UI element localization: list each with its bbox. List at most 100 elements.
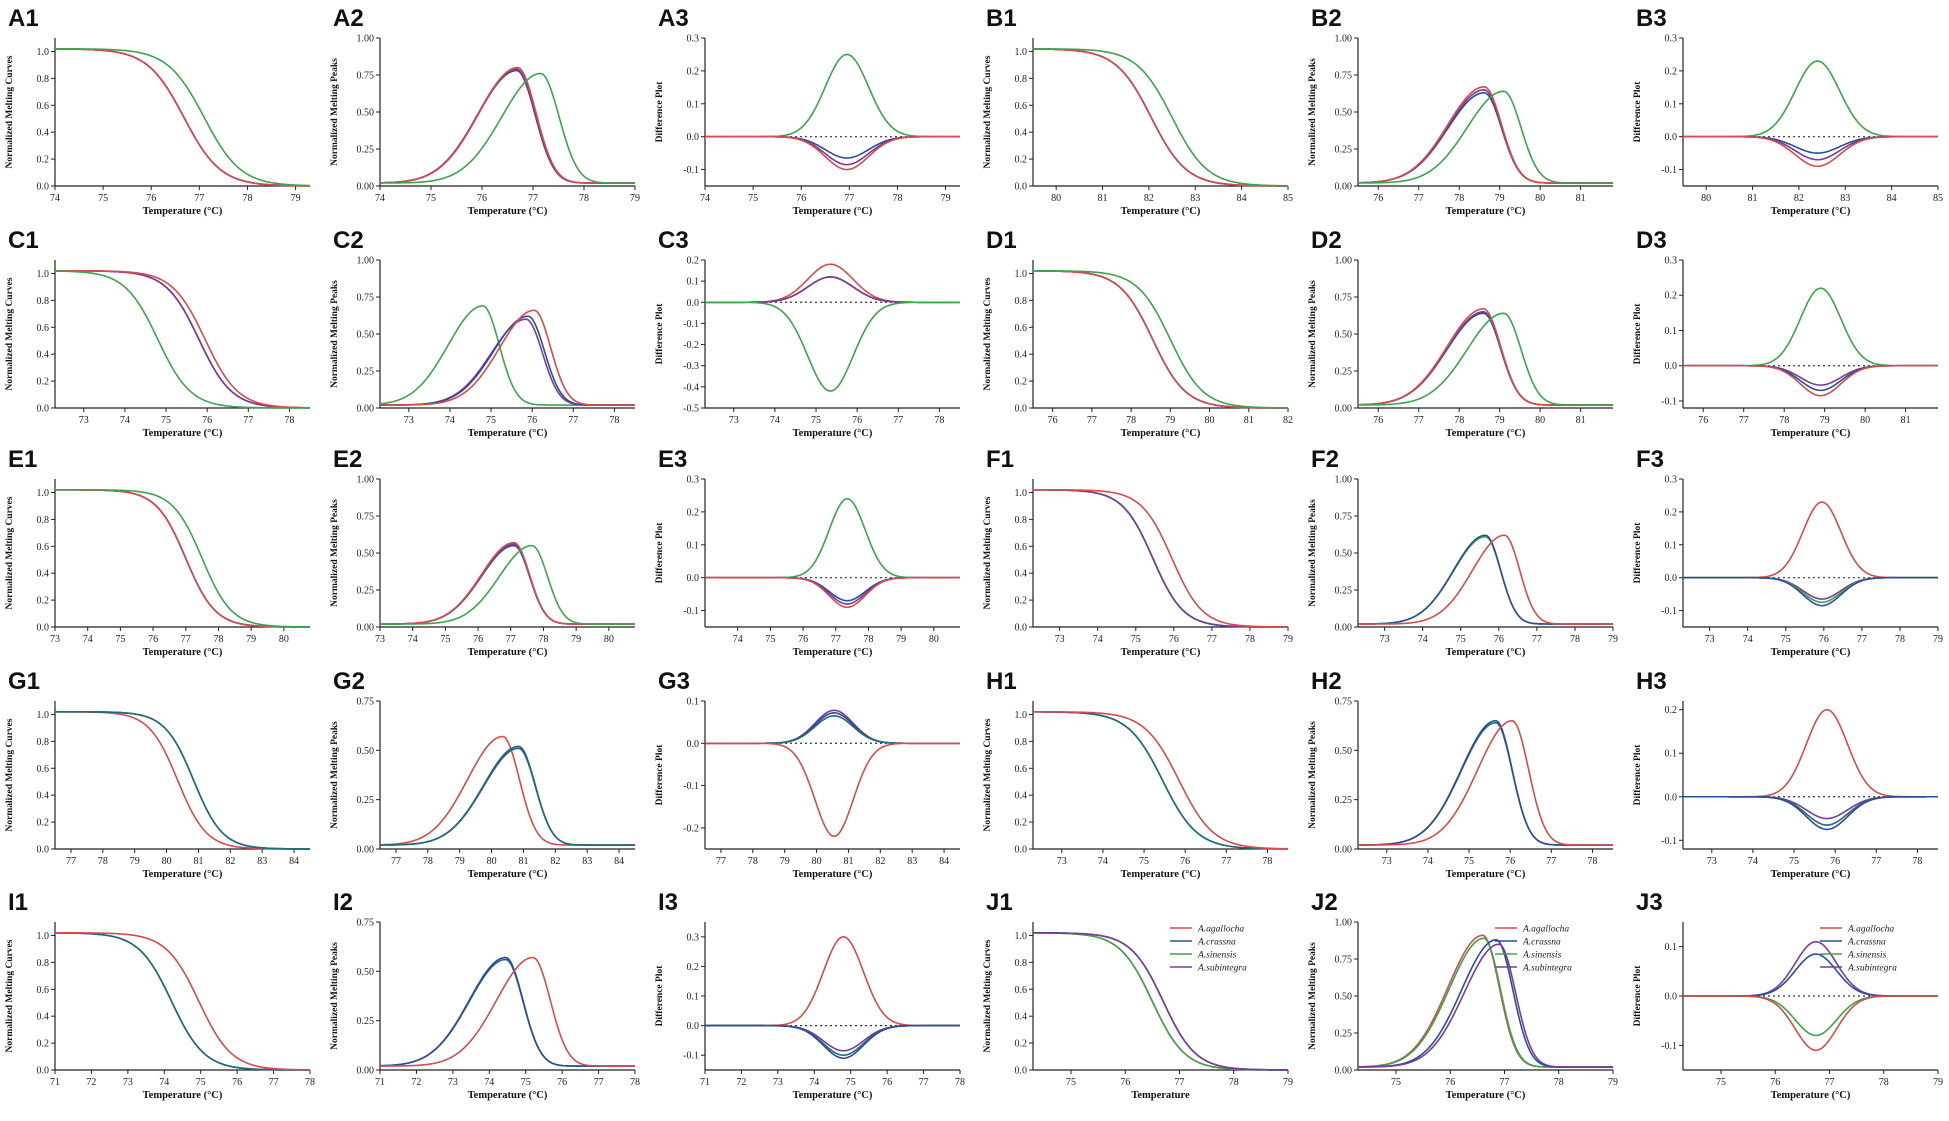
series-line-subintegra <box>1357 943 1613 1068</box>
y-tick-label: 1.0 <box>37 931 50 942</box>
series-line-crassna <box>705 276 960 304</box>
x-axis-label: Temperature (°C) <box>143 647 223 658</box>
series-line-subintegra <box>1032 270 1288 409</box>
y-tick-label: 0.3 <box>1665 34 1678 45</box>
x-tick-label: 77 <box>1221 856 1231 867</box>
legend-label-subintegra: A.subintegra <box>1197 964 1247 974</box>
y-tick-label: 0.00 <box>1335 182 1353 193</box>
series-line-agallocha <box>1683 995 1938 1052</box>
y-tick-label: 0.0 <box>1015 404 1028 415</box>
series-line-crassna <box>1357 91 1613 184</box>
y-tick-label: 0.75 <box>357 697 375 708</box>
y-axis-label: Normalized Melting Peaks <box>1308 58 1318 166</box>
panel-e1: E1 73 74 75 76 77 78 79 80 0.0 0.2 0.4 0.6 0.8 1.0 Temp… <box>5 446 311 658</box>
panel-h1: H1 73 74 75 76 77 78 0.0 0.2 0.4 0.6 0.8 1.0 Temperat… <box>983 668 1289 880</box>
y-tick-label: 0.8 <box>1015 296 1028 307</box>
y-tick-label: 0.3 <box>1665 475 1678 486</box>
series-line-agallocha <box>54 931 311 1071</box>
x-tick-label: 84 <box>289 856 299 867</box>
y-tick-label: -0.1 <box>1661 396 1677 407</box>
y-tick-label: 1.0 <box>1015 931 1028 942</box>
x-tick-label: 79 <box>571 634 581 645</box>
y-axis-label: Difference Plot <box>1633 522 1643 584</box>
x-tick-label: 79 <box>1165 415 1175 426</box>
y-tick-label: 1.00 <box>357 475 375 486</box>
x-tick-label: 79 <box>455 856 465 867</box>
series-line-sinensis <box>1683 995 1938 1037</box>
y-tick-label: 0.00 <box>357 623 375 634</box>
series-line-subintegra <box>379 68 635 184</box>
panel-label: C2 <box>333 227 364 254</box>
series-line-sinensis <box>1033 270 1289 409</box>
panel-c1: C1 73 74 75 76 77 78 0.0 0.2 0.4 0.6 0.8 1.0 Temperat… <box>5 227 311 439</box>
y-tick-label: 0.6 <box>37 323 50 334</box>
x-tick-label: 74 <box>445 415 455 426</box>
y-tick-label: 0.3 <box>687 34 700 45</box>
series-line-sinensis <box>705 301 960 392</box>
x-axis-label: Temperature (°C) <box>1446 206 1526 217</box>
x-tick-label: 84 <box>1887 193 1897 204</box>
y-tick-label: 0.1 <box>1665 99 1678 110</box>
x-tick-label: 79 <box>1495 415 1505 426</box>
y-tick-label: 1.0 <box>1015 710 1028 721</box>
x-tick-label: 76 <box>527 415 537 426</box>
y-axis-label: Difference Plot <box>655 744 665 806</box>
y-tick-label: 0.00 <box>1335 404 1353 415</box>
x-tick-label: 73 <box>404 415 414 426</box>
x-tick-label: 79 <box>246 634 256 645</box>
y-tick-label: 0.75 <box>1335 512 1353 523</box>
panel-label: D2 <box>1311 227 1342 254</box>
y-axis-label: Difference Plot <box>655 81 665 143</box>
x-tick-label: 77 <box>1532 634 1542 645</box>
y-tick-label: -0.2 <box>683 823 699 834</box>
x-axis-label: Temperature (°C) <box>143 206 223 217</box>
x-tick-label: 74 <box>700 193 710 204</box>
series-line-agallocha <box>705 742 960 838</box>
y-tick-label: 0.75 <box>1335 71 1353 82</box>
panel-e3: E3 74 75 76 77 78 79 80 -0.1 0.0 0.1 0.2 0.3 Temperat… <box>655 446 960 658</box>
y-tick-label: 0.0 <box>1015 1066 1028 1077</box>
x-axis-label: Temperature (°C) <box>1446 647 1526 658</box>
panel-label: I1 <box>8 889 28 916</box>
y-tick-label: 0.8 <box>37 296 50 307</box>
x-tick-label: 75 <box>1456 634 1466 645</box>
series-line-crassna <box>705 135 960 159</box>
panel-g2: G2 77 78 79 80 81 82 83 84 0.00 0.25 0.50 0.75 Temper… <box>330 668 635 880</box>
panel-label: G1 <box>8 668 40 695</box>
x-axis-label: Temperature (°C) <box>468 206 548 217</box>
x-tick-label: 77 <box>1499 1077 1509 1088</box>
x-tick-label: 77 <box>1414 415 1424 426</box>
y-tick-label: 0.0 <box>1015 845 1028 856</box>
series-line-crassna <box>1032 270 1288 409</box>
y-axis-label: Normalized Melting Curves <box>5 718 15 831</box>
legend-label-sinensis: A.sinensis <box>1197 951 1237 961</box>
x-tick-label: 79 <box>1608 1077 1618 1088</box>
series-line-subintegra <box>1033 489 1288 628</box>
y-axis-label: Normalized Melting Curves <box>983 277 993 390</box>
y-tick-label: 0.1 <box>687 540 700 551</box>
series-line-agallocha <box>1358 719 1613 846</box>
series-line-subintegra <box>705 576 960 605</box>
series-line-subintegra <box>705 135 960 166</box>
panel-label: D3 <box>1636 227 1667 254</box>
y-tick-label: 1.0 <box>37 47 50 58</box>
x-tick-label: 77 <box>391 856 401 867</box>
panel-label: H3 <box>1636 668 1667 695</box>
x-tick-label: 78 <box>1126 415 1136 426</box>
x-tick-label: 77 <box>831 634 841 645</box>
x-tick-label: 76 <box>1445 1077 1455 1088</box>
series-line-crassna <box>379 956 635 1067</box>
x-tick-label: 77 <box>66 856 76 867</box>
series-line-crassna <box>1357 312 1613 406</box>
x-tick-label: 75 <box>1789 856 1799 867</box>
series-line-agallocha <box>1358 534 1613 625</box>
y-tick-label: 0.0 <box>1665 573 1678 584</box>
x-tick-label: 76 <box>852 415 862 426</box>
x-tick-label: 76 <box>882 1077 892 1088</box>
x-tick-label: 71 <box>50 1077 60 1088</box>
x-axis-label: Temperature <box>1131 1090 1190 1101</box>
y-tick-label: 0.2 <box>37 596 50 607</box>
y-tick-label: 0.1 <box>1665 326 1678 337</box>
x-tick-label: 74 <box>1418 634 1428 645</box>
y-tick-label: 0.1 <box>687 277 700 288</box>
